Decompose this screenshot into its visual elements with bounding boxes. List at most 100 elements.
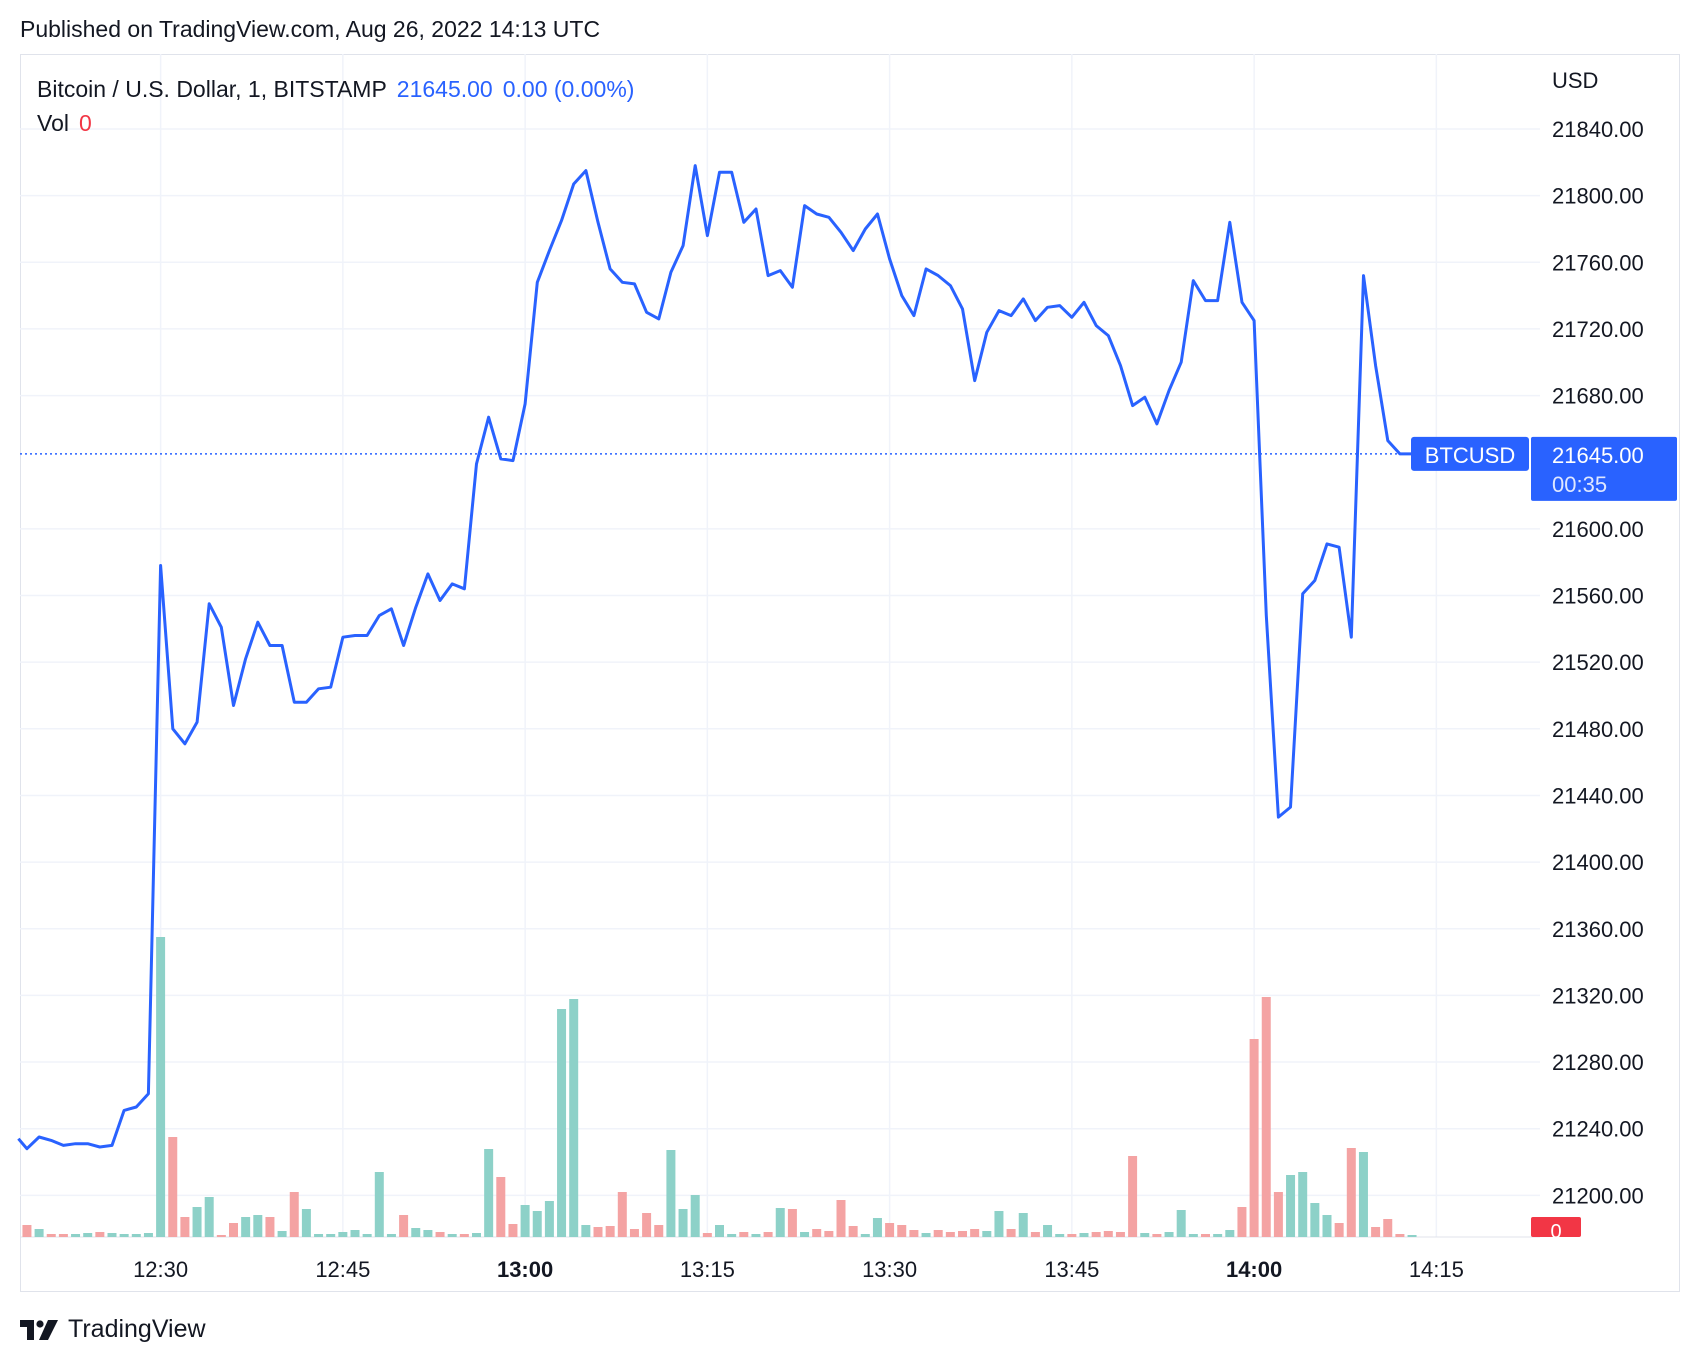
legend-symbol[interactable]: Bitcoin / U.S. Dollar, 1, BITSTAMP [37,76,387,102]
volume-bar [739,1232,749,1237]
y-tick-label: 21800.00 [1552,184,1644,209]
x-tick-label: 14:15 [1409,1257,1464,1282]
volume-bar [727,1234,737,1237]
volume-bar [58,1234,68,1237]
volume-bar [982,1231,992,1237]
y-tick-label: 21560.00 [1552,584,1644,609]
volume-bar [374,1172,384,1237]
volume-bar [1273,1192,1283,1237]
x-tick-label: 13:45 [1044,1257,1099,1282]
volume-bar [1030,1232,1040,1237]
volume-bar [46,1234,56,1237]
legend-volume-row: Vol 0 [37,106,634,140]
volume-bar [520,1205,530,1237]
price-line [17,164,1412,1151]
volume-bar [994,1211,1004,1237]
x-tick-label: 13:30 [862,1257,917,1282]
volume-bar [1176,1210,1186,1237]
volume-bar [338,1232,348,1237]
volume-bar [557,1009,567,1237]
y-tick-label: 21440.00 [1552,783,1644,808]
volume-bar [581,1225,591,1237]
volume-bar [945,1232,955,1237]
volume-bar [1103,1231,1113,1237]
volume-bar [775,1208,785,1237]
volume-bar [22,1225,32,1237]
published-info: Published on TradingView.com, Aug 26, 20… [20,16,601,42]
volume-bar [787,1209,797,1237]
x-tick-label: 14:00 [1226,1257,1282,1282]
volume-bar [690,1195,700,1237]
volume-bar [265,1217,275,1237]
chart-canvas[interactable]: USD 21200.00 21240.00 21280.00 21320.00 2136… [0,0,1700,1300]
volume-bar [508,1224,518,1237]
currency-label: USD [1552,68,1598,93]
volume-bar [1018,1213,1028,1237]
volume-bar [1261,997,1271,1237]
volume-bar [1298,1172,1308,1237]
time-axis[interactable]: 12:30 12:45 13:00 13:15 13:30 13:45 14:00 14:15 [133,1257,1464,1282]
volume-bar [216,1235,226,1237]
y-tick-label: 21720.00 [1552,317,1644,342]
volume-bar [678,1209,688,1237]
volume-bar [362,1234,372,1237]
volume-bar [1067,1234,1077,1237]
volume-bar [1407,1235,1417,1237]
volume-bar [107,1233,117,1237]
volume-bar [1225,1230,1235,1237]
y-tick-label: 21760.00 [1552,250,1644,275]
volume-bar [1079,1233,1089,1237]
volume-bar [484,1149,494,1237]
volume-bar [1213,1234,1223,1237]
volume-bar [399,1215,409,1237]
volume-bar [897,1225,907,1237]
volume-tag: 0 [1531,1217,1581,1243]
price-tag-countdown: 00:35 [1552,472,1607,497]
volume-bar [642,1213,652,1237]
volume-bar [1322,1215,1332,1237]
x-tick-label: 13:00 [497,1257,553,1282]
tradingview-logo-icon [20,1319,58,1340]
volume-bar [654,1225,664,1237]
y-tick-label: 21360.00 [1552,917,1644,942]
x-tick-label: 12:30 [133,1257,188,1282]
volume-bar [593,1227,603,1237]
volume-bar [1043,1225,1053,1237]
volume-bar [617,1192,627,1237]
volume-bar [1237,1207,1247,1237]
y-tick-label: 21520.00 [1552,650,1644,675]
chart-legend: Bitcoin / U.S. Dollar, 1, BITSTAMP 21645.… [37,72,634,140]
y-tick-label: 21200.00 [1552,1183,1644,1208]
volume-bar [180,1217,190,1237]
legend-change: 0.00 (0.00%) [502,76,635,102]
volume-bar [277,1231,287,1237]
volume-bars [22,937,1417,1237]
volume-bar [812,1229,822,1237]
footer[interactable]: TradingView [20,1315,206,1344]
volume-bar [229,1223,238,1237]
price-axis[interactable]: USD 21200.00 21240.00 21280.00 21320.00 2136… [1552,68,1644,1208]
volume-bar [1346,1148,1356,1237]
volume-bar [605,1226,615,1237]
legend-volume-label[interactable]: Vol [37,110,69,136]
volume-bar [885,1223,895,1237]
volume-tag-bg [1531,1217,1581,1237]
volume-bar [1286,1175,1296,1237]
volume-bar [119,1234,129,1237]
volume-bar [192,1207,202,1237]
volume-bar [350,1230,360,1237]
volume-bar [435,1232,445,1237]
volume-bar [95,1232,105,1237]
volume-bar [326,1234,336,1237]
volume-bar [569,999,579,1237]
price-tag-bg [1531,436,1677,501]
volume-bar [1091,1232,1101,1237]
volume-bar [447,1234,457,1237]
volume-bar [241,1217,251,1237]
volume-bar [301,1209,311,1237]
volume-bar [872,1218,882,1237]
volume-bar [71,1234,81,1237]
volume-bar [1334,1223,1344,1237]
volume-bar [836,1200,846,1237]
volume-bar [702,1233,712,1237]
